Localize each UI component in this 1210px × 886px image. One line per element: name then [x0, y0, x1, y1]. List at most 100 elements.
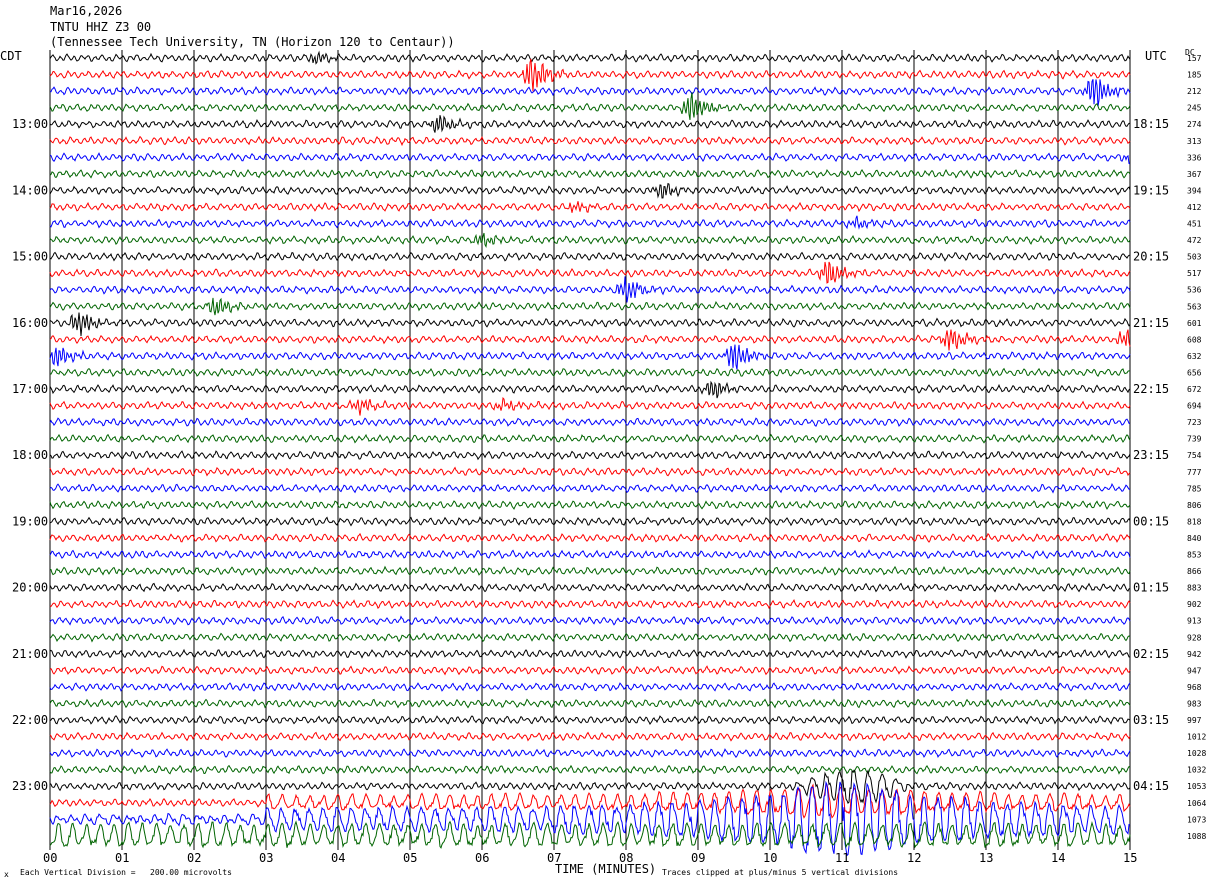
trace-line — [49, 50, 1131, 65]
right-hour-label: 01:15 — [1133, 581, 1169, 595]
dc-offset-label: 777 — [1187, 468, 1202, 477]
dc-offset-label: 694 — [1187, 402, 1202, 411]
x-tick-label: 00 — [43, 851, 57, 865]
trace-line — [49, 397, 1131, 416]
right-hour-label: 23:15 — [1133, 448, 1169, 462]
dc-offset-label: 672 — [1187, 385, 1202, 394]
trace-line — [49, 516, 1131, 527]
station-name: TNTU HHZ Z3 00 — [50, 20, 152, 34]
x-tick-label: 12 — [907, 851, 921, 865]
trace-line — [49, 665, 1131, 676]
dc-offset-label: 212 — [1187, 87, 1202, 96]
x-tick-label: 05 — [403, 851, 417, 865]
dc-offset-label: 947 — [1187, 666, 1202, 675]
trace-line — [49, 92, 1131, 120]
right-hour-label: 03:15 — [1133, 713, 1169, 727]
dc-offset-label: 840 — [1187, 534, 1202, 543]
dc-offset-label: 185 — [1187, 71, 1202, 80]
station-location: (Tennessee Tech University, TN (Horizon … — [50, 35, 455, 49]
trace-line — [49, 764, 1131, 775]
dc-offset-label: 997 — [1187, 716, 1202, 725]
scale-icon: x — [4, 870, 9, 879]
trace-line — [49, 58, 1131, 92]
trace-line — [49, 215, 1131, 230]
trace-line — [49, 276, 1131, 303]
trace-line — [49, 532, 1131, 543]
dc-offset-label: 451 — [1187, 220, 1202, 229]
time-grid — [49, 50, 1131, 850]
left-hour-label: 13:00 — [12, 117, 48, 131]
trace-line — [49, 232, 1131, 249]
seismic-traces — [49, 50, 1131, 857]
dc-offset-label: 632 — [1187, 352, 1202, 361]
trace-line — [49, 731, 1131, 742]
chart-date: Mar16,2026 — [50, 4, 123, 18]
trace-line — [49, 329, 1131, 351]
trace-line — [49, 783, 1131, 819]
x-axis-title: TIME (MINUTES) — [555, 862, 656, 876]
left-hour-label: 19:00 — [12, 514, 48, 528]
right-hour-label: 22:15 — [1133, 382, 1169, 396]
x-tick-label: 11 — [835, 851, 849, 865]
x-tick-label: 10 — [763, 851, 777, 865]
dc-offset-label: 1053 — [1187, 782, 1206, 791]
trace-line — [49, 380, 1131, 399]
dc-offset-label: 806 — [1187, 501, 1202, 510]
trace-line — [49, 152, 1131, 165]
x-tick-label: 07 — [547, 851, 561, 865]
trace-line — [49, 251, 1131, 262]
dc-offset-label: 785 — [1187, 484, 1202, 493]
clip-note: Traces clipped at plus/minus 5 vertical … — [662, 868, 899, 877]
dc-offset-label: 902 — [1187, 600, 1202, 609]
axis-labels: 00 01 02 03 04 05 06 07 08 09 10 11 12 13 14 15 13:00 14:… — [12, 54, 1206, 865]
dc-offset-label: 1028 — [1187, 749, 1206, 758]
trace-line — [49, 820, 1131, 849]
x-tick-label: 01 — [115, 851, 129, 865]
dc-offset-label: 503 — [1187, 253, 1202, 262]
trace-line — [49, 297, 1131, 316]
left-hour-label: 14:00 — [12, 183, 48, 197]
dc-offset-label: 274 — [1187, 120, 1202, 129]
left-hour-label: 18:00 — [12, 448, 48, 462]
dc-offset-label: 536 — [1187, 286, 1202, 295]
dc-offset-label: 983 — [1187, 699, 1202, 708]
dc-offset-label: 367 — [1187, 170, 1202, 179]
right-axis-label: UTC — [1145, 49, 1167, 63]
trace-line — [49, 698, 1131, 709]
trace-line — [50, 79, 1131, 107]
trace-line — [49, 615, 1131, 626]
trace-line — [49, 549, 1131, 560]
dc-offset-label: 412 — [1187, 203, 1202, 212]
right-hour-label: 20:15 — [1133, 250, 1169, 264]
trace-line — [49, 450, 1131, 461]
left-hour-label: 20:00 — [12, 581, 48, 595]
trace-line — [49, 344, 1131, 370]
trace-line — [49, 565, 1131, 577]
right-hour-label: 21:15 — [1133, 316, 1169, 330]
dc-offset-label: 883 — [1187, 584, 1202, 593]
trace-line — [49, 201, 1131, 213]
trace-line — [49, 482, 1131, 494]
x-tick-label: 08 — [619, 851, 633, 865]
dc-offset-label: 608 — [1187, 335, 1202, 344]
dc-offset-label: 818 — [1187, 517, 1202, 526]
left-hour-label: 21:00 — [12, 647, 48, 661]
right-hour-label: 19:15 — [1133, 183, 1169, 197]
trace-line — [49, 182, 1131, 199]
dc-label: DC — [1185, 48, 1195, 57]
trace-line — [49, 582, 1131, 593]
dc-offset-label: 472 — [1187, 236, 1202, 245]
right-hour-label: 04:15 — [1133, 779, 1169, 793]
dc-offset-label: 1012 — [1187, 733, 1206, 742]
trace-line — [49, 312, 1131, 337]
trace-line — [49, 367, 1130, 378]
left-hour-label: 17:00 — [12, 382, 48, 396]
dc-offset-label: 754 — [1187, 451, 1202, 460]
dc-offset-label: 336 — [1187, 153, 1202, 162]
dc-offset-label: 1073 — [1187, 815, 1206, 824]
dc-offset-label: 517 — [1187, 269, 1202, 278]
right-hour-label: 02:15 — [1133, 647, 1169, 661]
trace-line — [49, 168, 1131, 179]
x-tick-label: 15 — [1123, 851, 1137, 865]
dc-offset-label: 853 — [1187, 551, 1202, 560]
